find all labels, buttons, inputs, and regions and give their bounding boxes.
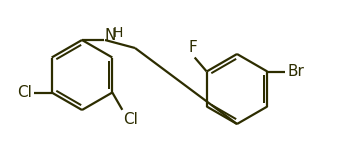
- Text: F: F: [188, 40, 197, 54]
- Text: H: H: [113, 26, 123, 40]
- Text: Cl: Cl: [123, 112, 138, 127]
- Text: Cl: Cl: [17, 85, 32, 100]
- Text: Br: Br: [287, 64, 304, 79]
- Text: N: N: [105, 29, 116, 43]
